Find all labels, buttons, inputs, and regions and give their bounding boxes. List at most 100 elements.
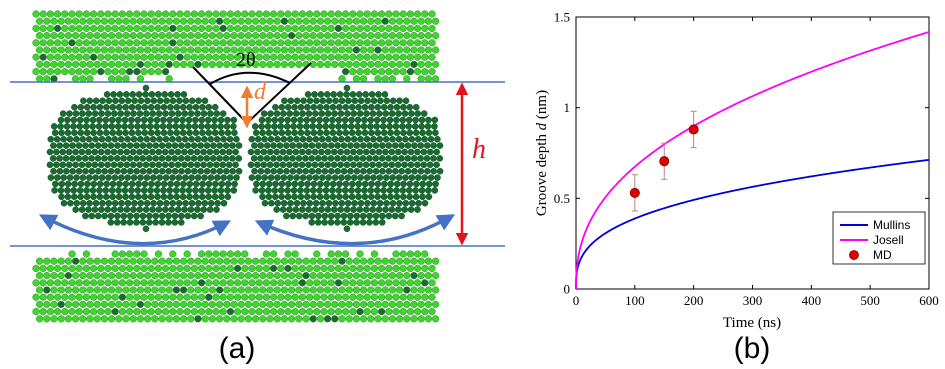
atom [199,129,206,137]
atom [311,91,318,98]
atom [357,174,365,181]
atom [399,293,407,301]
atom [53,39,62,47]
atom [226,24,235,33]
atom [367,187,375,194]
atom [190,167,198,175]
atom [352,75,361,83]
atom [279,161,287,169]
atom [72,161,79,169]
left-flow-arrow [38,214,232,246]
atom [75,308,83,316]
atom [417,286,425,294]
atom [154,53,163,61]
atom [273,60,281,69]
atom [187,206,195,213]
atom [360,272,368,280]
atom [324,110,332,117]
atom [180,257,188,265]
atom [259,272,267,280]
atom [255,24,263,33]
atom [398,167,406,175]
atom [427,174,435,181]
atom [331,135,339,143]
atom [421,199,429,207]
atom [432,300,440,309]
atom [96,116,103,124]
atom [244,46,253,54]
atom [302,142,309,149]
atom [432,17,440,25]
atom [180,180,187,188]
atom [154,180,162,188]
atom [194,135,202,143]
atom [208,272,217,280]
atom [35,60,44,69]
atom [342,39,350,47]
atom [151,17,159,25]
atom [109,103,117,111]
atom [93,17,101,25]
atom [64,17,73,25]
atom [372,142,380,149]
atom [414,39,422,47]
atom [258,116,266,124]
atom [235,155,243,162]
atom [133,212,140,220]
atom [109,193,116,201]
atom [410,17,418,25]
atom [76,123,84,130]
atom [151,31,159,40]
atom [263,155,271,162]
atom [162,135,170,143]
atom [345,17,353,25]
atom [378,155,386,162]
atom [93,257,101,265]
atom [155,110,163,117]
atom [388,17,397,25]
atom [67,199,74,207]
atom [349,293,357,301]
atom [270,10,278,18]
atom [139,219,147,226]
atom [259,17,267,25]
atom [305,148,312,156]
atom [270,279,278,287]
atom [180,315,188,323]
atom [66,174,74,181]
atom [361,103,369,111]
atom [316,46,325,54]
atom [318,161,325,169]
atom [122,75,130,83]
atom [396,199,403,207]
atom [370,264,379,273]
atom [424,257,433,265]
atom [141,129,149,137]
atom [237,257,245,265]
atom [61,264,69,273]
atom [205,193,212,201]
atom [46,148,54,156]
atom [229,155,236,162]
atom [70,116,78,124]
atom [433,148,440,156]
atom [181,206,188,213]
atom [370,135,377,143]
atom [194,300,202,309]
atom [166,116,174,124]
atom [334,212,341,220]
atom [315,167,322,175]
atom [356,148,364,156]
atom [85,148,92,156]
atom [327,212,335,220]
atom [274,199,282,207]
atom [114,212,121,220]
atom [86,60,94,69]
atom [374,272,382,280]
atom [216,142,224,149]
atom [134,123,141,130]
atom [109,180,117,188]
atom [53,24,62,33]
atom [266,31,274,40]
